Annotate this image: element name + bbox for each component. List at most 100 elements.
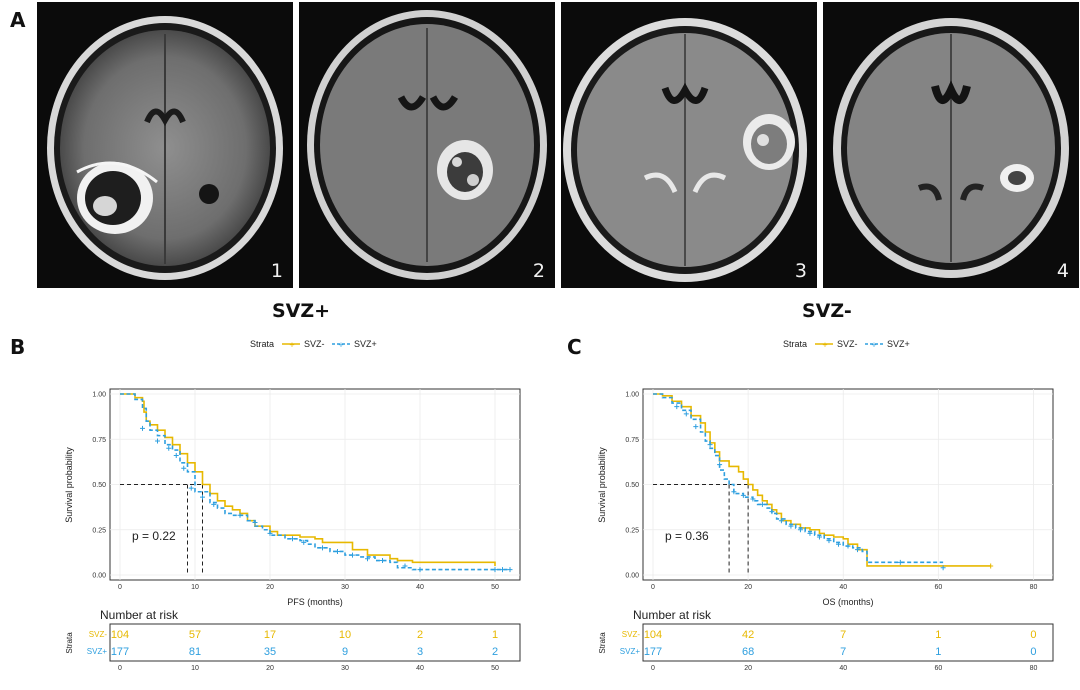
censor-mark bbox=[301, 539, 307, 545]
censor-mark bbox=[173, 453, 179, 459]
panel-label-a: A bbox=[10, 8, 26, 32]
legend-label-svz-minus: SVZ- bbox=[837, 339, 858, 349]
censor-mark bbox=[707, 442, 713, 448]
mri-image-3: 3 bbox=[561, 2, 817, 288]
y-axis-ticks: 0.00 0.25 0.50 0.75 1.00 bbox=[92, 392, 106, 580]
censor-mark bbox=[845, 543, 851, 549]
risk-x-tick-label: 50 bbox=[491, 665, 499, 672]
km-chart-os: Strata + SVZ- + SVZ+ 0.00 0.25 0.50 0.75… bbox=[597, 339, 1054, 672]
risk-table-cell: 7 bbox=[840, 646, 846, 658]
group-label-svz-plus: SVZ+ bbox=[272, 300, 331, 322]
censor-mark bbox=[181, 465, 187, 471]
censor-mark bbox=[897, 559, 903, 565]
p-value-annotation: p = 0.36 bbox=[665, 529, 709, 543]
panel-label-c: C bbox=[567, 335, 582, 359]
risk-table-cell: 2 bbox=[417, 629, 423, 641]
censor-mark bbox=[237, 512, 243, 518]
y-tick-label: 0.75 bbox=[625, 437, 639, 444]
legend-label-svz-plus: SVZ+ bbox=[354, 339, 377, 349]
risk-x-tick-label: 20 bbox=[744, 665, 752, 672]
legend-title: Strata bbox=[783, 339, 807, 349]
risk-table-cell: 7 bbox=[840, 629, 846, 641]
risk-table: Number at risk Strata SVZ- SVZ+ 104 57 17 1… bbox=[65, 608, 521, 662]
risk-table-strata-label: Strata bbox=[598, 632, 607, 654]
risk-table-cell: 17 bbox=[264, 629, 276, 641]
risk-table-cell: 2 bbox=[492, 646, 498, 658]
survival-curves bbox=[120, 393, 513, 573]
censor-mark bbox=[940, 565, 946, 571]
survival-curve-svz-plus bbox=[653, 393, 944, 564]
censor-mark bbox=[500, 567, 505, 573]
legend-swatch-plus-icon: + bbox=[289, 340, 294, 350]
censor-mark bbox=[350, 552, 355, 558]
mri-image-4: 4 bbox=[823, 2, 1079, 288]
mri-image-1: 1 bbox=[37, 2, 293, 288]
y-tick-label: 1.00 bbox=[92, 392, 106, 399]
x-tick-label: 40 bbox=[416, 584, 424, 591]
legend-title: Strata bbox=[250, 339, 274, 349]
censor-mark bbox=[188, 485, 194, 491]
censor-mark bbox=[778, 518, 784, 524]
x-tick-label: 50 bbox=[491, 584, 499, 591]
censor-mark bbox=[200, 494, 205, 500]
censor-mark bbox=[417, 567, 423, 573]
y-tick-label: 0.00 bbox=[92, 573, 106, 580]
risk-table-cell: 104 bbox=[111, 629, 129, 641]
risk-table-cell: 9 bbox=[342, 646, 348, 658]
censor-mark bbox=[507, 567, 513, 573]
censor-mark bbox=[683, 411, 689, 417]
x-tick-label: 20 bbox=[744, 584, 752, 591]
y-axis-label: Survival probability bbox=[597, 447, 607, 523]
x-tick-label: 40 bbox=[839, 584, 847, 591]
y-tick-label: 1.00 bbox=[625, 392, 639, 399]
censor-mark bbox=[140, 425, 145, 431]
image-number: 3 bbox=[794, 260, 807, 282]
legend-label-svz-plus: SVZ+ bbox=[887, 339, 910, 349]
legend-label-svz-minus: SVZ- bbox=[304, 339, 325, 349]
risk-x-tick-label: 0 bbox=[118, 665, 122, 672]
censor-mark bbox=[797, 527, 803, 533]
y-axis-label: Survival probability bbox=[64, 447, 74, 523]
p-value-annotation: p = 0.22 bbox=[132, 529, 176, 543]
risk-x-tick-label: 30 bbox=[341, 665, 349, 672]
risk-table-title: Number at risk bbox=[633, 608, 712, 622]
censor-mark bbox=[807, 530, 813, 536]
x-axis-ticks: 0 0 10 10 20 20 30 30 40 40 50 50 bbox=[118, 584, 499, 672]
risk-table-cell: 10 bbox=[339, 629, 351, 641]
risk-table: Number at risk Strata SVZ- SVZ+ 104 42 7 1 0… bbox=[598, 608, 1054, 662]
censor-mark bbox=[816, 534, 822, 540]
survival-curve-svz-plus bbox=[120, 393, 510, 571]
censor-mark bbox=[365, 556, 370, 562]
y-tick-label: 0.50 bbox=[625, 482, 639, 489]
y-tick-label: 0.25 bbox=[625, 527, 639, 534]
risk-table-panel bbox=[109, 623, 521, 662]
panel-label-b: B bbox=[10, 335, 26, 359]
km-chart-pfs: Strata + SVZ- + SVZ+ 0.00 0.25 0.50 0.75… bbox=[64, 339, 521, 672]
risk-table-cell: 104 bbox=[644, 629, 662, 641]
legend: Strata + SVZ- + SVZ+ bbox=[783, 339, 910, 350]
censor-mark bbox=[693, 424, 699, 430]
risk-table-cell: 1 bbox=[935, 646, 941, 658]
y-tick-label: 0.25 bbox=[92, 527, 106, 534]
censor-mark bbox=[252, 520, 258, 526]
risk-x-tick-label: 60 bbox=[934, 665, 942, 672]
x-tick-label: 0 bbox=[651, 584, 655, 591]
censor-mark bbox=[290, 536, 295, 542]
y-tick-label: 0.50 bbox=[92, 482, 106, 489]
y-tick-label: 0.00 bbox=[625, 573, 639, 580]
risk-row-label-svz-minus: SVZ- bbox=[622, 630, 641, 639]
censor-mark bbox=[335, 548, 340, 554]
x-tick-label: 60 bbox=[934, 584, 942, 591]
group-label-svz-minus: SVZ- bbox=[802, 300, 852, 322]
censor-mark bbox=[835, 541, 841, 547]
x-axis-label: PFS (months) bbox=[287, 597, 343, 607]
image-number: 1 bbox=[270, 260, 283, 282]
risk-table-cell: 35 bbox=[264, 646, 276, 658]
mri-image-2: 2 bbox=[299, 2, 555, 288]
image-number: 4 bbox=[1056, 260, 1069, 282]
x-tick-label: 0 bbox=[118, 584, 122, 591]
risk-table-cell: 42 bbox=[742, 629, 754, 641]
risk-row-label-svz-minus: SVZ- bbox=[89, 630, 108, 639]
x-tick-label: 10 bbox=[191, 584, 199, 591]
x-tick-label: 20 bbox=[266, 584, 274, 591]
